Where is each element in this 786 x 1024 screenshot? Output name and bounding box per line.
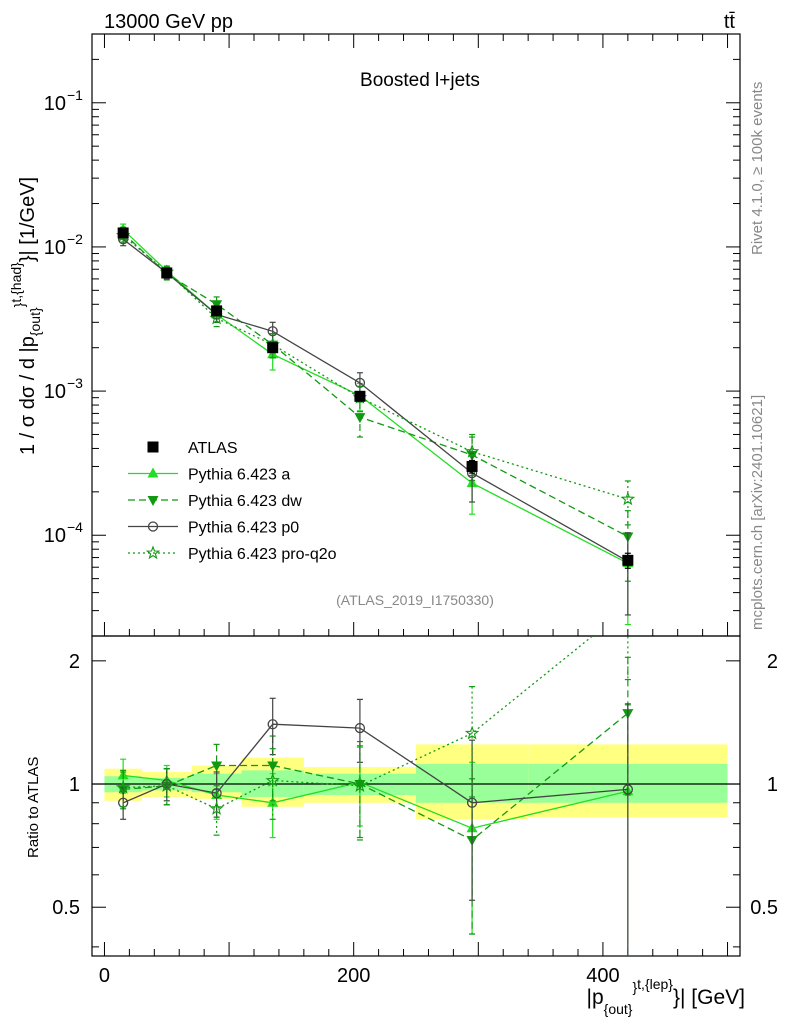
y-tick-label-main-exp: −2: [67, 231, 83, 247]
data-point-ratio: [209, 801, 224, 815]
series-line-main: [122, 232, 629, 538]
legend-label: Pythia 6.423 p0: [188, 520, 299, 537]
series-atlas: [117, 227, 634, 569]
data-point-ratio: [354, 722, 366, 734]
legend-marker: [145, 545, 161, 560]
y-tick-label-main: 10: [44, 237, 66, 259]
data-point-ratio: [267, 796, 279, 807]
legend-label: Pythia 6.423 a: [188, 467, 290, 484]
legend-item-pythia-6-423-dw: Pythia 6.423 dw: [128, 493, 302, 510]
data-point-main: [267, 348, 279, 359]
y-tick-label-main: 10: [44, 525, 66, 547]
y-tick-label-ratio: 2: [69, 651, 80, 673]
y-tick-label-ratio: 0.5: [52, 897, 80, 919]
legend-marker: [147, 521, 159, 532]
data-point-main: [211, 305, 223, 317]
y-label-unit: }| [1/GeV]: [17, 177, 39, 262]
data-point-main: [117, 227, 129, 239]
y-tick-label-ratio: 1: [69, 774, 80, 796]
y-label-sup: }: [11, 302, 27, 307]
series-pythia-6-423-dw: [117, 226, 634, 935]
x-tick-label: 0: [99, 965, 110, 987]
data-point-main: [161, 267, 173, 279]
analysis-id: (ATLAS_2019_I1750330): [336, 592, 494, 608]
series-line-main: [122, 238, 629, 562]
ratio-plot-frame: [91, 635, 741, 957]
data-point-ratio: [352, 778, 368, 792]
ratio-uncertainty-bands: [104, 744, 728, 820]
data-point-ratio: [267, 761, 279, 772]
series-ratio-pythia-6-423-pro-q2o: [115, 636, 631, 839]
data-point-ratio: [464, 725, 480, 740]
legend-label: ATLAS: [188, 440, 238, 457]
data-point-ratio: [159, 778, 174, 792]
x-label-start: |p: [587, 986, 604, 1009]
series-ratio-pythia-6-423-a: [117, 704, 634, 956]
data-point-main: [267, 342, 279, 354]
series: [115, 223, 636, 956]
y-tick-label-ratio-right: 2: [767, 651, 778, 673]
legend-item-atlas: ATLAS: [147, 440, 238, 457]
series-line-main: [122, 229, 629, 564]
data-point-ratio: [211, 761, 223, 772]
x-label-unit: }| [GeV]: [673, 986, 745, 1009]
y-tick-label-ratio-right: 0.5: [750, 897, 778, 919]
legend-item-pythia-6-423-a: Pythia 6.423 a: [128, 467, 290, 484]
data-point-main: [466, 460, 478, 472]
legend-label: Pythia 6.423 pro-q2o: [188, 546, 337, 563]
y-axis-label-main: 1 / σ dσ / d |p{out}}t,{had}}| [1/GeV]: [8, 177, 43, 455]
data-point-main: [267, 326, 278, 337]
data-point-ratio: [115, 779, 131, 794]
data-point-main: [211, 300, 223, 311]
y-label-sub: {out}: [27, 307, 43, 336]
side-label-mcplots: mcplots.cern.ch [arXiv:2401.10621]: [749, 395, 766, 630]
svg-text:1 / σ dσ / d |p{out}}t,{had}}|: 1 / σ dσ / d |p{out}}t,{had}}| [1/GeV]: [8, 177, 43, 455]
side-label-rivet: Rivet 4.1.0, ≥ 100k events: [749, 82, 766, 255]
energy-label: 13000 GeV pp: [104, 11, 233, 33]
series-line-main: [122, 235, 628, 500]
y-tick-label-main-exp: −3: [67, 375, 83, 391]
x-tick-label: 200: [337, 965, 370, 987]
legend-label: Pythia 6.423 dw: [188, 493, 302, 510]
y-tick-label-main: 10: [44, 381, 66, 403]
data-point-main: [464, 444, 480, 458]
data-point-main: [622, 554, 634, 566]
x-label-sub: {out}: [604, 1001, 633, 1017]
x-label-sup: }: [632, 979, 637, 995]
x-tick-label: 400: [586, 965, 619, 987]
data-point-ratio: [466, 797, 478, 808]
series-ratio-pythia-6-423-p0: [118, 697, 633, 956]
data-point-main: [620, 491, 636, 506]
legend-item-pythia-6-423-pro-q2o: Pythia 6.423 pro-q2o: [128, 545, 337, 563]
legend-item-pythia-6-423-p0: Pythia 6.423 p0: [128, 520, 299, 537]
legend: ATLAS Pythia 6.423 a Pythia 6.423 dw Pythia…: [128, 440, 337, 563]
y-axis-label-ratio: Ratio to ATLAS: [25, 757, 42, 858]
legend-marker: [147, 496, 159, 506]
data-point-ratio: [354, 780, 366, 791]
legend-marker: [147, 441, 159, 453]
data-point-main: [354, 390, 366, 402]
y-label-main-text: 1 / σ dσ / d |p: [17, 336, 39, 455]
data-point-ratio: [265, 772, 280, 787]
y-label-sup2: t,{had}: [8, 262, 24, 303]
process-label: tt̄: [724, 11, 736, 33]
data-point-ratio: [267, 719, 278, 730]
data-point-main: [354, 413, 366, 424]
y-tick-label-main: 10: [44, 93, 66, 115]
x-axis-label: |p{out}}t,{lep}}| [GeV]: [587, 976, 745, 1017]
y-tick-label-main-exp: −1: [67, 87, 83, 103]
data-point-ratio: [622, 784, 633, 795]
y-tick-label-main-exp: −4: [67, 519, 83, 535]
plot-title: Boosted l+jets: [360, 70, 480, 91]
y-tick-label-ratio-right: 1: [767, 774, 778, 796]
legend-marker: [147, 467, 159, 478]
x-label-sup2: t,{lep}: [637, 976, 673, 992]
